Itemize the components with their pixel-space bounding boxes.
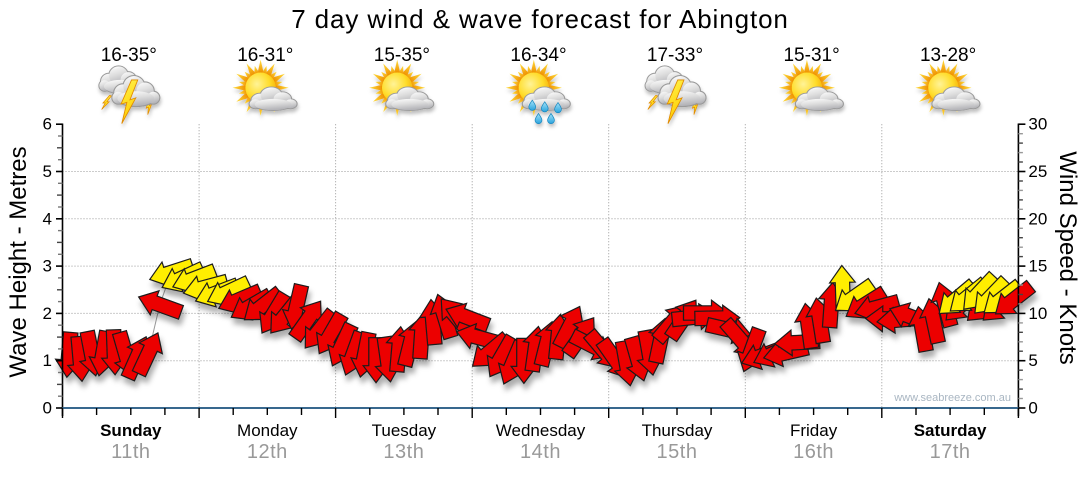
- svg-text:11th: 11th: [111, 441, 150, 463]
- svg-text:5: 5: [43, 162, 52, 181]
- svg-text:14th: 14th: [520, 441, 561, 463]
- svg-text:Tuesday: Tuesday: [372, 421, 437, 440]
- svg-text:Monday: Monday: [237, 421, 298, 440]
- svg-text:15-31°: 15-31°: [783, 45, 839, 66]
- svg-text:Sunday: Sunday: [100, 421, 162, 440]
- svg-text:7 day wind & wave forecast for: 7 day wind & wave forecast for Abington: [291, 4, 789, 34]
- svg-text:4: 4: [43, 209, 52, 228]
- svg-text:20: 20: [1028, 209, 1047, 228]
- svg-text:25: 25: [1028, 162, 1047, 181]
- svg-text:30: 30: [1028, 115, 1047, 134]
- svg-text:www.seabreeze.com.au: www.seabreeze.com.au: [893, 392, 1011, 404]
- svg-text:Friday: Friday: [790, 421, 838, 440]
- svg-text:15: 15: [1028, 257, 1047, 276]
- svg-text:15-35°: 15-35°: [374, 45, 430, 66]
- svg-text:1: 1: [43, 351, 52, 370]
- svg-text:16-34°: 16-34°: [510, 45, 566, 66]
- svg-text:5: 5: [1028, 351, 1037, 370]
- svg-text:12th: 12th: [247, 441, 288, 463]
- svg-text:16-31°: 16-31°: [237, 45, 293, 66]
- svg-text:6: 6: [43, 115, 52, 134]
- svg-text:13th: 13th: [383, 441, 424, 463]
- svg-text:10: 10: [1028, 304, 1047, 323]
- svg-text:Saturday: Saturday: [914, 421, 987, 440]
- svg-text:Thursday: Thursday: [642, 421, 713, 440]
- svg-text:Wave Height - Metres: Wave Height - Metres: [5, 146, 32, 377]
- svg-text:Wednesday: Wednesday: [496, 421, 586, 440]
- svg-text:3: 3: [43, 257, 52, 276]
- svg-text:13-28°: 13-28°: [920, 45, 976, 66]
- svg-text:17-33°: 17-33°: [647, 45, 703, 66]
- svg-text:16-35°: 16-35°: [101, 45, 157, 66]
- svg-text:Wind Speed - Knots: Wind Speed - Knots: [1054, 151, 1080, 364]
- svg-text:16th: 16th: [793, 441, 834, 463]
- svg-text:0: 0: [1028, 399, 1037, 418]
- svg-text:2: 2: [43, 304, 52, 323]
- svg-text:0: 0: [43, 399, 52, 418]
- svg-text:17th: 17th: [930, 441, 971, 463]
- svg-text:15th: 15th: [657, 441, 698, 463]
